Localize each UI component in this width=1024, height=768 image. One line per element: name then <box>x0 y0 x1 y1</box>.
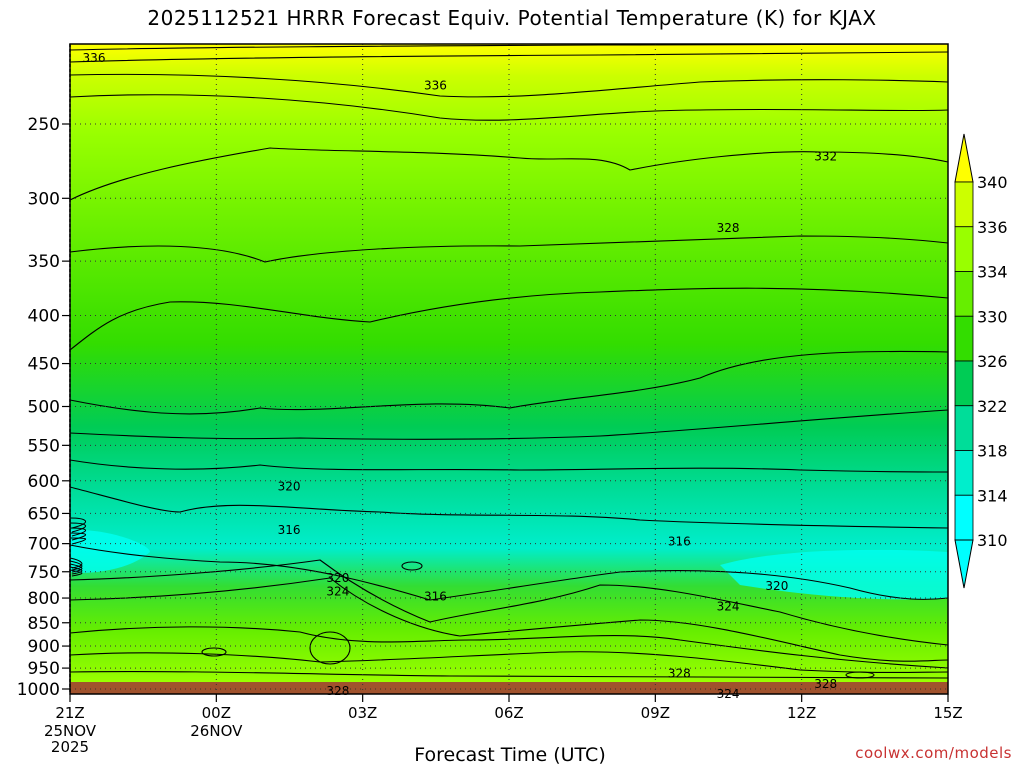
contour-label: 320 <box>765 579 788 593</box>
contour-line <box>845 671 875 679</box>
colorbar-segment <box>954 271 974 317</box>
contour-line <box>69 409 949 440</box>
contour-label: 328 <box>668 666 691 680</box>
colorbar-label: 334 <box>977 263 1008 282</box>
y-tick-label: 250 <box>28 115 60 135</box>
contour-line <box>401 561 423 571</box>
contour-line <box>69 517 86 529</box>
colorbar-label: 322 <box>977 397 1008 416</box>
x-tick-label: 00Z <box>202 704 231 722</box>
y-tick-label: 600 <box>28 472 60 492</box>
contour-label: 316 <box>278 523 301 537</box>
contour-label: 328 <box>326 684 349 698</box>
y-tick-label: 900 <box>28 637 60 657</box>
x-tick-label: 06Z <box>494 704 523 722</box>
x-tick-label: 12Z <box>787 704 816 722</box>
contour-label: 332 <box>814 149 837 163</box>
contour-label: 316 <box>668 535 691 549</box>
contour-line <box>69 350 949 415</box>
contour-line <box>69 559 949 646</box>
colorbar-label: 318 <box>977 442 1008 461</box>
colorbar-top-arrow <box>954 133 974 183</box>
colorbar-label: 336 <box>977 218 1008 237</box>
colorbar-segment <box>954 494 974 541</box>
contour-label: 316 <box>424 590 447 604</box>
y-tick-label: 300 <box>28 189 60 209</box>
contour-label: 320 <box>278 480 301 494</box>
colorbar-label: 310 <box>977 531 1008 550</box>
y-tick-label: 500 <box>28 398 60 418</box>
y-tick-label: 850 <box>28 614 60 634</box>
colorbar-segment <box>954 450 974 496</box>
contour-line <box>69 544 949 601</box>
contour-line <box>69 486 949 529</box>
contour-line <box>69 73 949 98</box>
contour-line <box>69 560 83 571</box>
ground-surface <box>70 682 948 694</box>
y-tick-label: 650 <box>28 504 60 524</box>
x-date-label: 26NOV <box>190 722 243 740</box>
contour-line <box>69 147 949 201</box>
contour-line <box>69 532 86 541</box>
contour-line <box>69 566 83 575</box>
contour-line <box>69 670 949 679</box>
contour-line <box>69 287 949 351</box>
x-tick-label: 21Z <box>55 704 84 722</box>
contour-label: 324 <box>717 600 740 614</box>
contour-line <box>69 626 949 669</box>
y-tick-label: 1000 <box>17 680 60 700</box>
contour-line <box>69 94 949 121</box>
contour-line <box>69 651 949 674</box>
contour-line <box>69 557 83 569</box>
x-date-label: 2025 <box>51 738 89 756</box>
contour-label: 336 <box>83 51 106 65</box>
contour-line <box>69 235 949 263</box>
chart-title: 2025112521 HRRR Forecast Equiv. Potentia… <box>147 6 877 30</box>
x-axis-label: Forecast Time (UTC) <box>414 744 606 766</box>
colorbar-segment <box>954 226 974 272</box>
contour-line <box>69 577 949 662</box>
colorbar-label: 326 <box>977 352 1008 371</box>
colorbar-label: 340 <box>977 173 1008 192</box>
y-tick-label: 450 <box>28 355 60 375</box>
colorbar-segment <box>954 181 974 228</box>
y-tick-label: 400 <box>28 307 60 327</box>
contour-label: 328 <box>814 677 837 691</box>
colorbar-label: 314 <box>977 486 1008 505</box>
y-tick-label: 950 <box>28 659 60 679</box>
x-tick-label: 09Z <box>641 704 670 722</box>
contour-label: 324 <box>326 584 349 598</box>
y-tick-label: 750 <box>28 563 60 583</box>
colorbar-label: 330 <box>977 307 1008 326</box>
contour-line <box>69 522 86 533</box>
contour-line <box>69 51 949 63</box>
credit-text[interactable]: coolwx.com/models <box>855 744 1012 762</box>
low-theta-e-pocket <box>720 549 948 600</box>
y-tick-label: 700 <box>28 535 60 555</box>
colorbar-segment <box>954 315 974 362</box>
x-date-label: 25NOV <box>44 722 97 740</box>
x-tick-label: 15Z <box>933 704 962 722</box>
x-tick-label: 03Z <box>348 704 377 722</box>
y-tick-label: 550 <box>28 436 60 456</box>
colorbar-bottom-arrow <box>954 539 974 589</box>
contour-line <box>69 459 949 473</box>
contour-line <box>69 527 86 537</box>
y-tick-label: 800 <box>28 589 60 609</box>
contour-line <box>69 537 86 545</box>
contour-label: 328 <box>717 221 740 235</box>
contour-line <box>201 647 227 657</box>
contour-label: 320 <box>326 571 349 585</box>
contour-line <box>309 631 351 665</box>
y-tick-label: 350 <box>28 252 60 272</box>
colorbar-segment <box>954 405 974 451</box>
contour-label: 336 <box>424 79 447 93</box>
contour-line <box>69 569 83 577</box>
colorbar-segment <box>954 360 974 407</box>
